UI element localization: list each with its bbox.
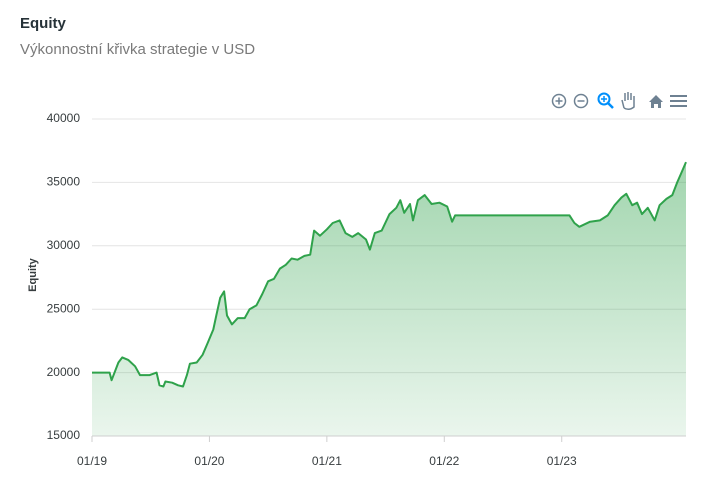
zoom-in-button[interactable] [551, 93, 567, 109]
y-tick-label: 35000 [47, 175, 81, 189]
reset-button[interactable] [649, 95, 663, 108]
x-tick-label: 01/19 [77, 454, 107, 468]
pan-button[interactable] [621, 92, 635, 111]
x-tick-label: 01/23 [547, 454, 577, 468]
chart-title: Equity [20, 15, 66, 32]
menu-button[interactable] [670, 95, 687, 107]
x-tick-label: 01/20 [194, 454, 224, 468]
area-fill [92, 162, 686, 436]
y-tick-label: 15000 [47, 428, 81, 442]
y-axis-label: Equity [27, 257, 39, 291]
x-tick-label: 01/22 [429, 454, 459, 468]
x-tick-label: 01/21 [312, 454, 342, 468]
equity-line [92, 161, 687, 388]
toolbar [551, 92, 687, 111]
y-tick-label: 30000 [47, 238, 81, 252]
y-tick-label: 20000 [47, 365, 81, 379]
y-tick-label: 40000 [47, 111, 81, 125]
y-tick-label: 25000 [47, 301, 81, 315]
chart-subtitle: Výkonnostní křivka strategie v USD [20, 41, 255, 58]
zoom-out-button[interactable] [573, 93, 589, 109]
selection-zoom-button[interactable] [597, 92, 614, 109]
